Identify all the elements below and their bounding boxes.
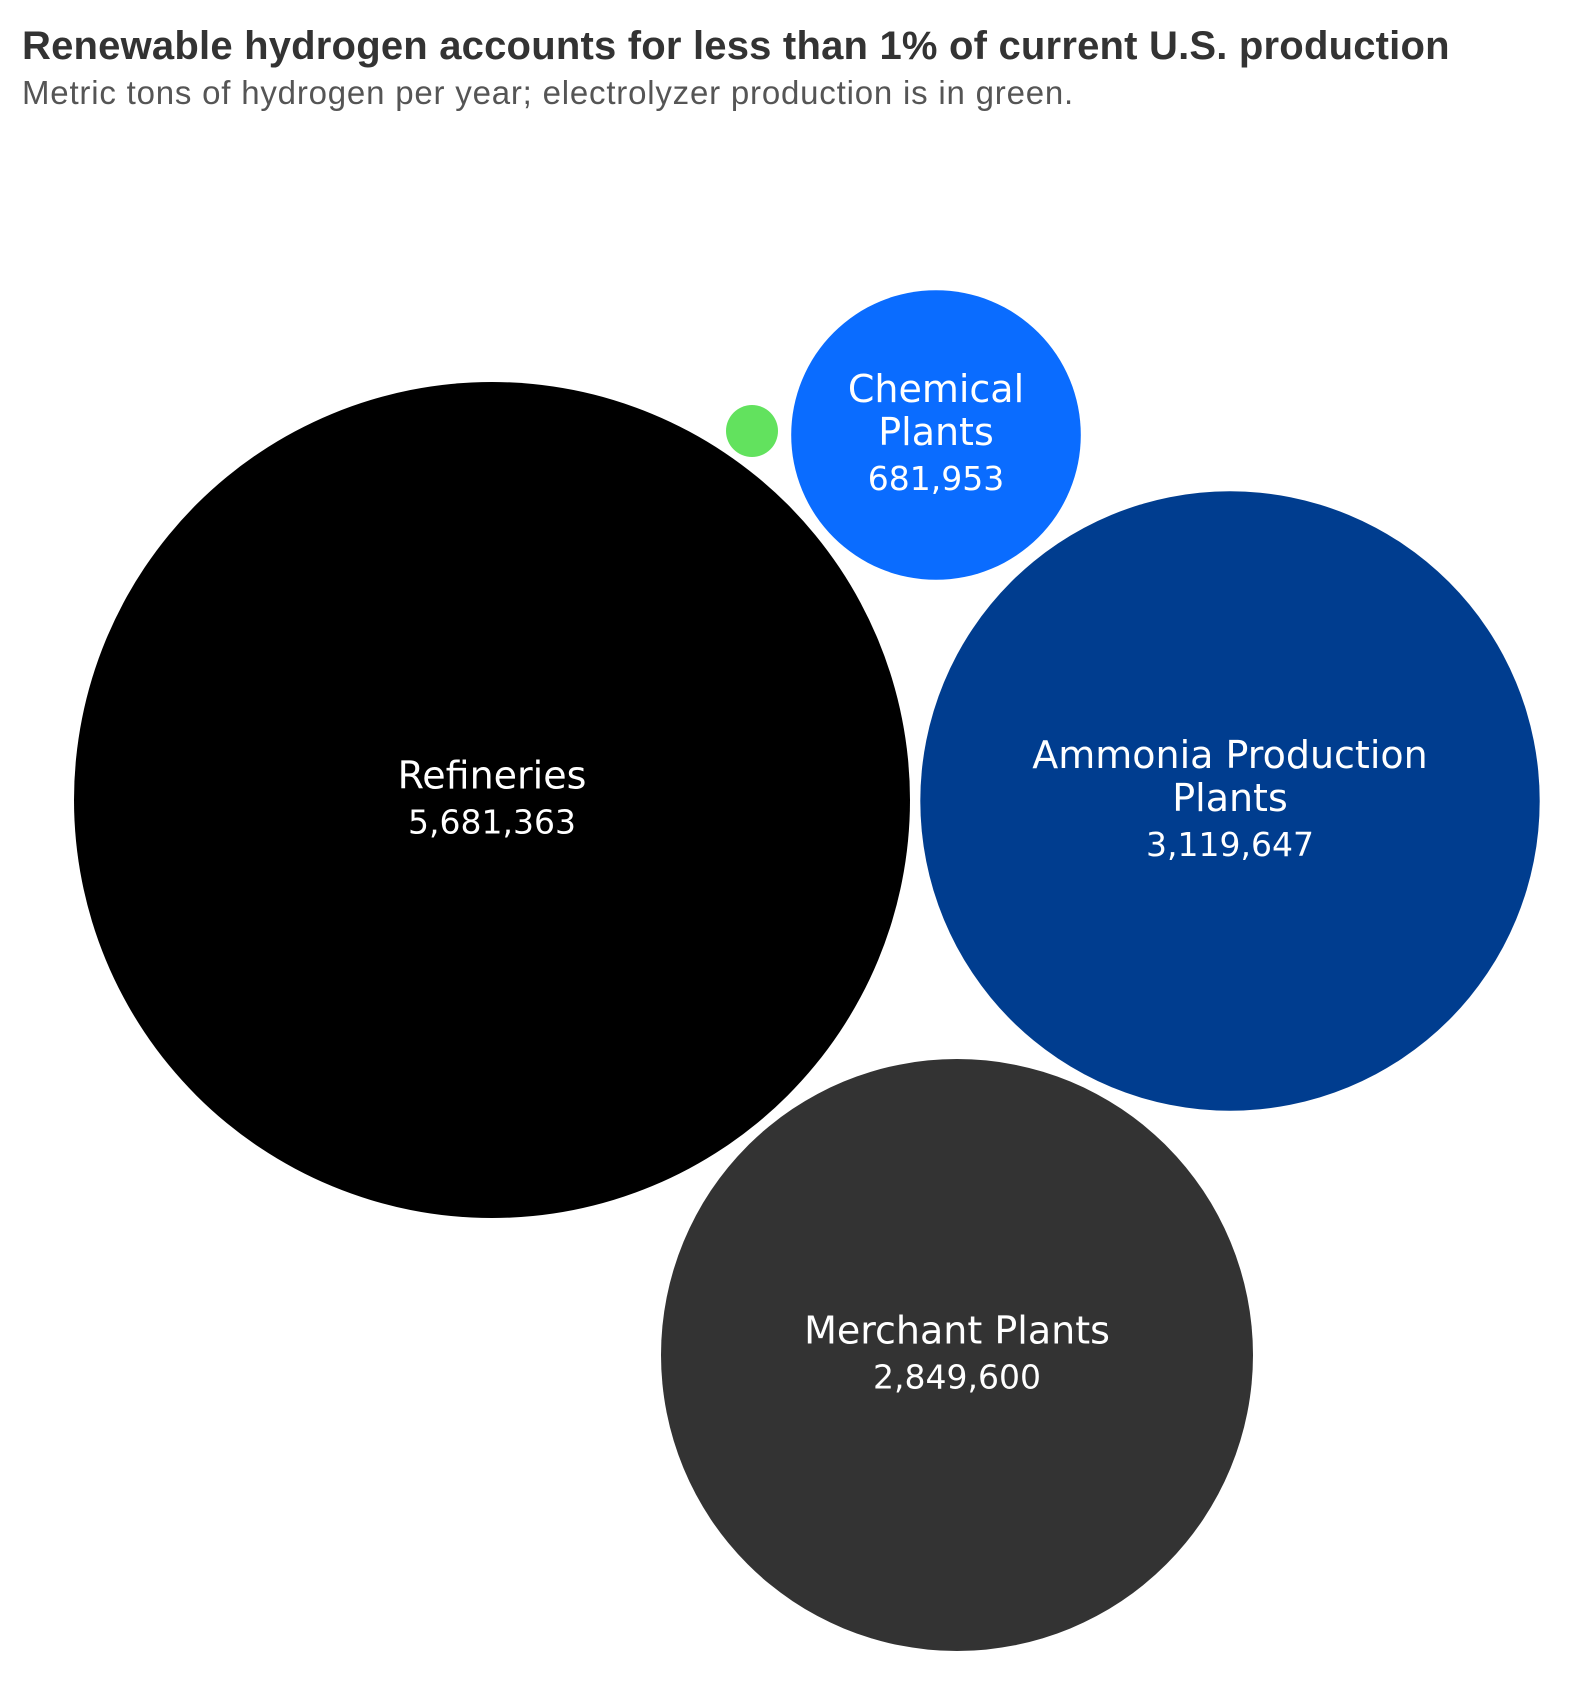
bubble-label-chemical-plants: Plants <box>878 410 994 454</box>
bubble-electrolyzer <box>726 405 778 457</box>
bubble-circle-ammonia-production-plants <box>920 491 1540 1111</box>
bubble-label-ammonia-production-plants: Plants <box>1172 776 1288 820</box>
bubble-circle-merchant-plants <box>661 1059 1253 1651</box>
bubble-value-chemical-plants: 681,953 <box>868 459 1004 498</box>
bubble-circle-refineries <box>74 382 910 1218</box>
chart-subtitle: Metric tons of hydrogen per year; electr… <box>22 74 1074 111</box>
bubble-label-ammonia-production-plants: Ammonia Production <box>1032 733 1427 777</box>
bubble-label-chemical-plants: Chemical <box>848 367 1024 411</box>
bubble-merchant-plants: Merchant Plants 2,849,600 <box>661 1059 1253 1651</box>
bubble-value-merchant-plants: 2,849,600 <box>873 1358 1041 1397</box>
bubble-label-refineries: Refineries <box>398 754 587 798</box>
bubble-value-ammonia-production-plants: 3,119,647 <box>1146 825 1314 864</box>
bubble-refineries: Refineries 5,681,363 <box>74 382 910 1218</box>
bubble-circle-electrolyzer <box>726 405 778 457</box>
bubble-value-refineries: 5,681,363 <box>408 803 576 842</box>
bubble-circle-chemical-plants <box>791 290 1081 580</box>
chart-title: Renewable hydrogen accounts for less tha… <box>22 24 1450 68</box>
bubble-label-merchant-plants: Merchant Plants <box>804 1309 1110 1353</box>
